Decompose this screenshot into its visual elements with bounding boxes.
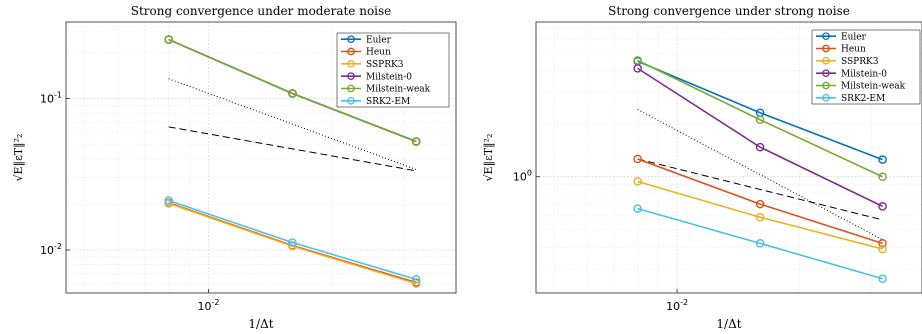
y-axis-label: √E‖εT‖²₂ [12, 134, 26, 182]
series-line [168, 38, 417, 143]
series-line [637, 158, 883, 245]
data-point [878, 202, 887, 211]
legend-entry: Heun [841, 45, 866, 55]
data-point [755, 239, 765, 248]
y-tick-label: 10-1 [40, 91, 62, 106]
series-line [637, 180, 883, 250]
legend-swatch-marker [347, 72, 355, 81]
reference-line-dashed [637, 158, 883, 221]
legend-box [336, 32, 450, 108]
axes-box [65, 21, 457, 294]
data-point [755, 199, 765, 209]
legend: Euler Heun SSPRK3 Milstein-0 Milstein-weak SR… [336, 32, 450, 108]
x-tick-label: 10-2 [198, 298, 220, 313]
reference-line-dotted [637, 109, 883, 241]
legend-entry: Milstein-0 [366, 72, 412, 82]
legend-swatch-marker [347, 47, 355, 56]
data-point [411, 275, 421, 284]
data-point [755, 212, 765, 222]
legend-swatch-marker [822, 44, 830, 53]
series-line [168, 199, 417, 281]
reference-line-dotted [168, 78, 417, 170]
legend-entry: Milstein-weak [366, 85, 431, 95]
legend-swatch-marker [347, 84, 355, 93]
reference-line-dashed [168, 126, 417, 172]
data-point [878, 244, 887, 254]
legend-entry: Euler [366, 35, 392, 45]
legend-swatch-marker [347, 35, 355, 44]
legend-entry: Milstein-0 [841, 69, 887, 79]
data-point [411, 137, 421, 146]
data-point [878, 155, 887, 164]
chart-strong-noise: 10-2 100 Strong convergence under strong n… [482, 4, 922, 331]
chart-title: Strong convergence under strong noise [608, 4, 850, 18]
data-point [633, 177, 642, 186]
series-milstein0 [633, 64, 887, 211]
legend-entry: SRK2-EM [366, 97, 410, 107]
data-point [164, 196, 174, 205]
data-point [755, 142, 765, 152]
chart-moderate-noise: 10-2 10-2 10-1 Strong convergence under mod… [12, 4, 457, 331]
y-axis-label: √E‖εT‖²₂ [482, 134, 496, 182]
data-point [755, 115, 765, 125]
series-milsteinweak [164, 35, 421, 146]
series-heun [633, 154, 887, 248]
legend-entry: SRK2-EM [841, 94, 885, 104]
series-srk2em [164, 196, 421, 284]
data-point [633, 154, 642, 164]
legend-entry: Euler [841, 32, 867, 42]
legend-swatch-marker [822, 56, 830, 65]
series-line [637, 59, 883, 178]
legend-swatch-marker [347, 96, 355, 105]
legend-swatch-marker [822, 81, 830, 90]
series-line [637, 207, 883, 280]
legend-swatch-marker [822, 69, 830, 78]
y-tick-label: 100 [513, 169, 532, 184]
axes-box [535, 21, 922, 294]
series-srk2em [633, 204, 887, 284]
data-point [288, 238, 297, 247]
legend-swatch-marker [822, 32, 830, 41]
legend-entry: SSPRK3 [366, 60, 404, 70]
legend-entry: SSPRK3 [841, 57, 879, 67]
chart-title: Strong convergence under moderate noise [131, 4, 392, 18]
legend-entry: Heun [366, 48, 391, 58]
y-tick-label: 10-2 [40, 242, 62, 257]
legend: Euler Heun SSPRK3 Milstein-0 Milstein-weak SR… [811, 29, 921, 105]
data-point [411, 279, 421, 288]
data-point [878, 172, 887, 182]
data-point [164, 199, 174, 208]
series-milsteinweak [633, 56, 887, 182]
legend-swatch-marker [347, 59, 355, 68]
x-tick-label: 10-2 [666, 298, 688, 313]
legend-swatch-marker [822, 93, 830, 102]
data-point [633, 64, 642, 73]
grid [536, 22, 922, 293]
series-line [637, 67, 883, 208]
data-point [633, 204, 642, 213]
legend-entry: Milstein-weak [841, 82, 906, 92]
x-axis-label: 1/Δt [248, 317, 273, 331]
series-ssprk3 [633, 177, 887, 254]
data-point [878, 274, 887, 284]
series-line [637, 60, 883, 161]
data-point [878, 239, 887, 248]
legend-box [811, 29, 921, 105]
data-point [164, 35, 174, 44]
data-point [633, 56, 642, 65]
x-axis-label: 1/Δt [716, 317, 741, 331]
data-point [288, 89, 297, 98]
